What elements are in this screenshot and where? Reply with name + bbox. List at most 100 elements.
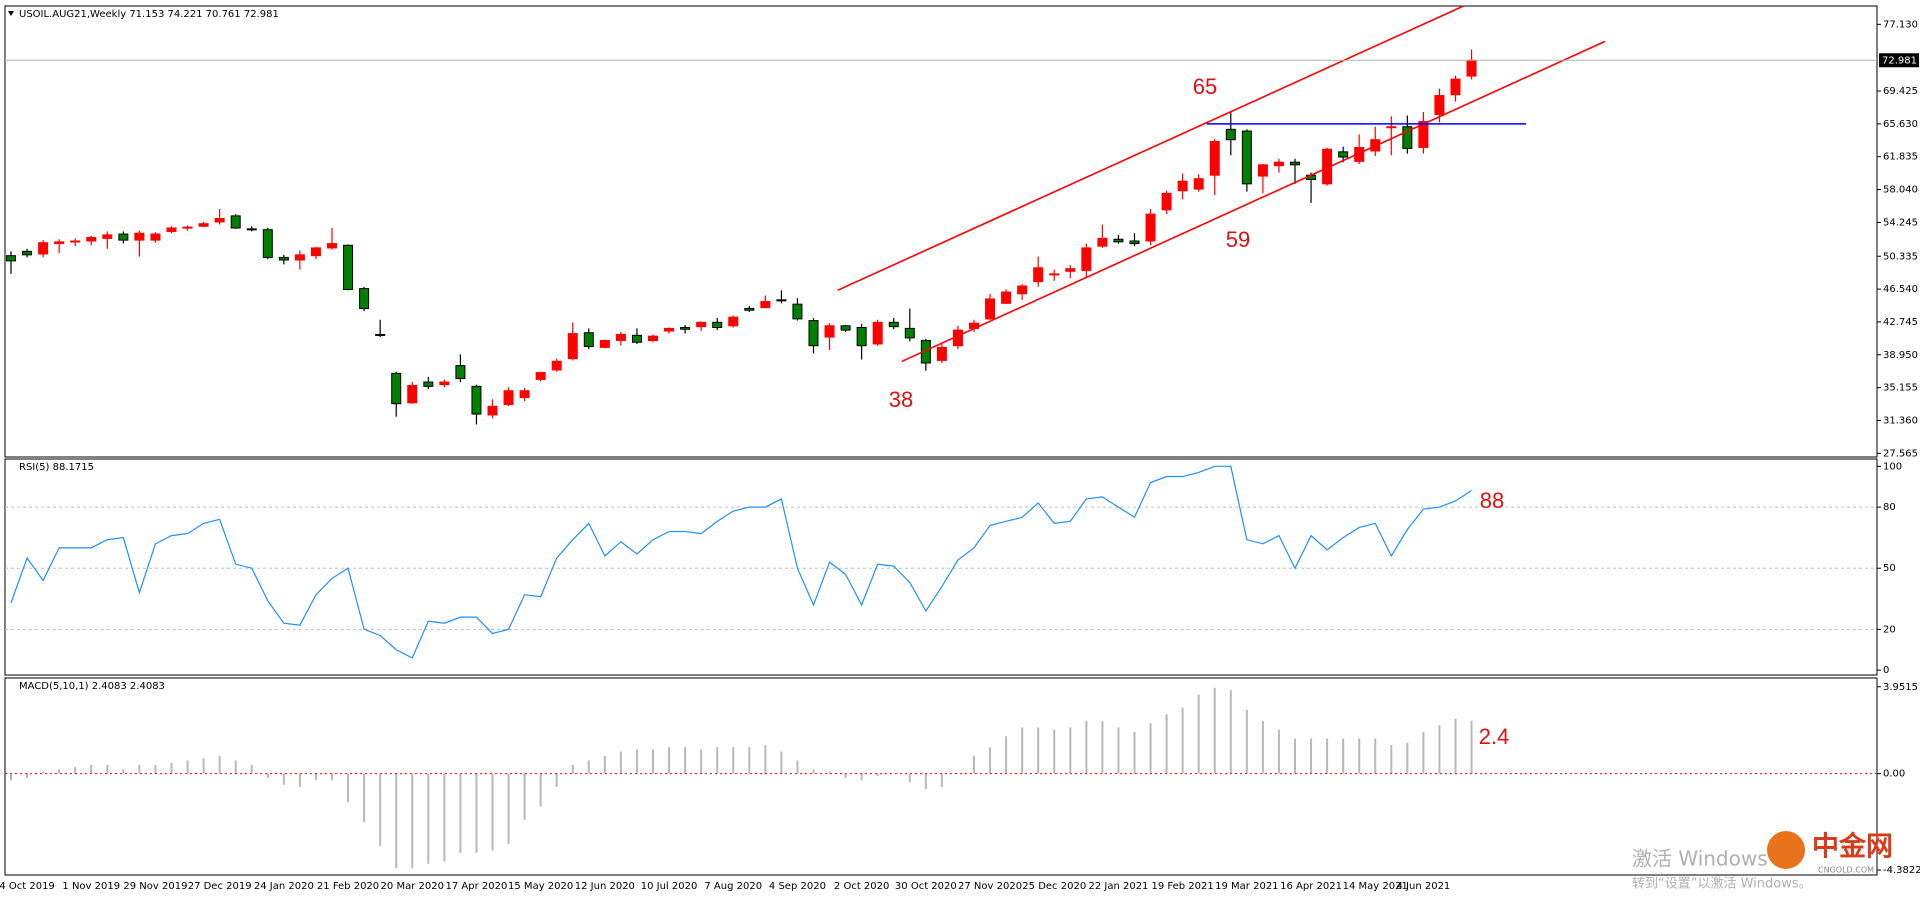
candle-body: [1338, 151, 1349, 158]
candle-body: [391, 372, 402, 405]
candle-body: [1225, 128, 1236, 141]
y-tick-label: 69.425: [1883, 86, 1918, 97]
candle-body: [1418, 121, 1429, 149]
candle-body: [439, 381, 450, 386]
y-tick-label: 46.540: [1883, 284, 1918, 295]
panel-title: RSI(5) 88.1715: [19, 462, 94, 473]
watermark-hint: 转到“设置”以激活 Windows。: [1632, 877, 1812, 892]
candle-body: [327, 243, 337, 249]
candle-body: [118, 233, 129, 241]
y-tick-label: 58.040: [1883, 185, 1918, 196]
candle-body: [54, 241, 65, 245]
candle-body: [728, 316, 739, 327]
candle-body: [808, 320, 819, 347]
candle-body: [423, 381, 434, 387]
candle-body: [278, 256, 289, 261]
candle-body: [631, 334, 642, 343]
y-tick-label: 38.950: [1883, 350, 1918, 361]
candle-body: [134, 232, 145, 241]
candle-body: [712, 321, 723, 329]
logo: 中金网: [1812, 831, 1893, 863]
candle-body: [1049, 273, 1060, 276]
candle-body: [294, 254, 305, 261]
candle-body: [1017, 285, 1028, 295]
candle-body: [840, 325, 851, 331]
candle-body: [1466, 59, 1477, 77]
y-tick-label: 100: [1883, 461, 1902, 472]
candle-body: [1402, 126, 1413, 149]
candle-body: [487, 405, 498, 416]
candle-body: [86, 237, 97, 242]
annotation: 65: [1193, 74, 1217, 99]
y-tick-label: 50: [1883, 563, 1896, 574]
logo-sub: CNGOLD.COM: [1818, 866, 1874, 875]
x-tick-label: 7 Aug 2020: [704, 881, 762, 892]
x-tick-label: 29 Nov 2019: [123, 881, 187, 892]
candle-body: [648, 335, 658, 342]
candle-body: [1241, 130, 1252, 185]
last-price-label: 72.981: [1882, 55, 1917, 66]
y-tick-label: -4.3822: [1883, 865, 1920, 876]
candle-body: [1177, 180, 1188, 192]
x-tick-label: 10 Jul 2020: [641, 881, 698, 892]
annotation: 38: [889, 387, 913, 412]
x-tick-label: 25 Dec 2020: [1022, 881, 1086, 892]
candle-body: [872, 321, 883, 345]
trendline: [837, 5, 1464, 292]
candle-body: [310, 247, 321, 257]
candle-body: [1129, 240, 1140, 245]
rsi-line: [10, 465, 1472, 659]
y-tick-label: 50.335: [1883, 251, 1918, 262]
candle-body: [1065, 268, 1076, 272]
candle-body: [680, 327, 691, 330]
candle-body: [1290, 161, 1300, 166]
candle-body: [471, 385, 482, 415]
x-tick-label: 20 Mar 2020: [381, 881, 444, 892]
candle-body: [359, 288, 370, 309]
candle-body: [102, 234, 113, 239]
candle-body: [760, 301, 771, 309]
candle-body: [1081, 247, 1092, 271]
y-tick-label: 3.9515: [1883, 682, 1918, 693]
x-tick-label: 15 May 2020: [508, 881, 573, 892]
candle-body: [551, 360, 562, 371]
x-tick-label: 2 Oct 2020: [834, 881, 889, 892]
candle-body: [535, 372, 546, 380]
panel-title: MACD(5,10,1) 2.4083 2.4083: [19, 681, 165, 692]
candle-body: [407, 385, 418, 404]
candle-body: [664, 327, 675, 332]
candle-body: [1001, 291, 1012, 304]
y-tick-label: 65.630: [1883, 119, 1918, 130]
candle-body: [567, 333, 578, 360]
annotation: 88: [1480, 488, 1504, 513]
candle-body: [1161, 192, 1172, 211]
candle-body: [824, 325, 835, 338]
candle-body: [70, 240, 81, 243]
y-tick-label: 61.835: [1883, 152, 1918, 163]
candle-body: [519, 390, 530, 399]
candle-body: [1386, 126, 1397, 129]
candle-body: [166, 227, 177, 232]
y-tick-label: 31.360: [1883, 415, 1918, 426]
x-tick-label: 24 Jan 2020: [254, 881, 314, 892]
watermark-text: 激活 Windows: [1632, 847, 1768, 871]
candle-body: [1257, 164, 1268, 177]
x-tick-label: 12 Jun 2020: [575, 881, 635, 892]
y-tick-label: 0.00: [1883, 769, 1905, 780]
x-tick-label: 22 Jan 2021: [1088, 881, 1148, 892]
candle-body: [696, 321, 707, 328]
candle-body: [38, 242, 49, 255]
candle-body: [1450, 78, 1461, 96]
candle-body: [1434, 95, 1445, 116]
candle-body: [455, 365, 466, 380]
candle-body: [599, 340, 610, 348]
candle-body: [1209, 140, 1220, 176]
candle-body: [888, 321, 899, 328]
candle-body: [744, 307, 755, 311]
y-tick-label: 20: [1883, 624, 1896, 635]
x-tick-label: 17 Apr 2020: [446, 881, 508, 892]
candle-body: [1145, 213, 1156, 242]
y-tick-label: 80: [1883, 502, 1896, 513]
panel: [4, 458, 1878, 676]
